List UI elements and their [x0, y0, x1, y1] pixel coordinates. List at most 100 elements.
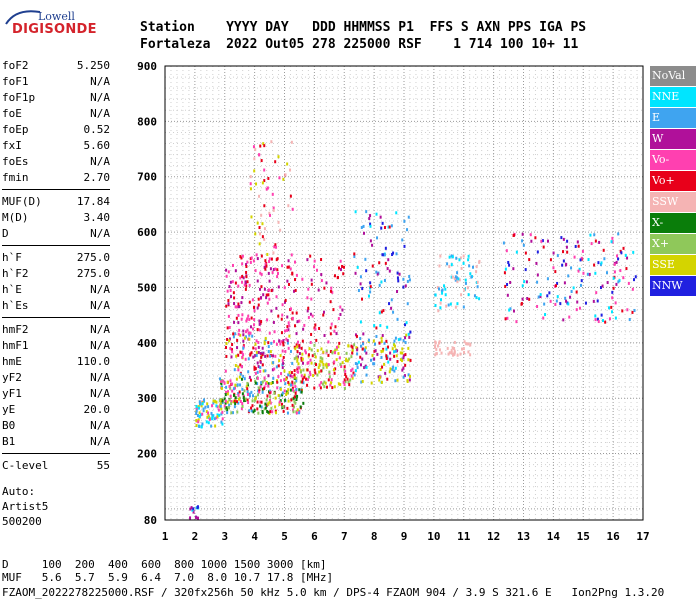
echo-point — [291, 311, 294, 315]
echo-point — [295, 343, 298, 347]
echo-point — [230, 295, 233, 299]
echo-point — [291, 388, 294, 392]
echo-point — [351, 367, 354, 371]
echo-point — [215, 400, 218, 404]
echo-point — [467, 350, 470, 354]
echo-point — [269, 350, 272, 354]
echo-point — [438, 340, 441, 344]
param-row: h`Es N/A — [2, 298, 110, 314]
echo-point — [268, 257, 271, 261]
echo-point — [257, 350, 260, 354]
echo-point — [263, 342, 266, 346]
echo-point — [256, 221, 259, 225]
echo-point — [202, 407, 205, 411]
echo-point — [313, 386, 316, 390]
echo-point — [556, 281, 559, 285]
echo-point — [341, 361, 344, 365]
echo-point — [506, 282, 509, 286]
echo-point — [504, 284, 507, 288]
echo-point — [196, 413, 199, 417]
echo-point — [469, 353, 472, 357]
echo-point — [294, 324, 297, 328]
echo-point — [270, 406, 273, 410]
echo-point — [380, 355, 383, 359]
echo-point — [256, 370, 259, 374]
echo-point — [530, 239, 533, 243]
echo-point — [631, 310, 634, 314]
echo-point — [614, 301, 617, 305]
echo-point — [323, 385, 326, 389]
echo-point — [307, 306, 310, 310]
echo-point — [226, 400, 229, 404]
echo-point — [369, 281, 372, 285]
echo-point — [437, 309, 440, 313]
echo-point — [401, 238, 404, 242]
echo-point — [406, 379, 409, 383]
echo-point — [314, 327, 317, 331]
echo-point — [224, 369, 227, 373]
echo-point — [401, 351, 404, 355]
echo-point — [290, 140, 293, 144]
echo-point — [446, 262, 449, 266]
echo-point — [247, 401, 250, 405]
echo-point — [246, 390, 249, 394]
echo-point — [407, 332, 410, 336]
echo-point — [450, 349, 453, 353]
echo-point — [267, 374, 270, 378]
echo-point — [269, 399, 272, 403]
echo-point — [256, 407, 259, 411]
echo-point — [456, 271, 459, 275]
echo-point — [238, 390, 241, 394]
echo-point — [259, 144, 262, 148]
divider — [2, 453, 110, 454]
echo-point — [260, 254, 263, 258]
echo-point — [597, 320, 600, 324]
echo-point — [303, 375, 306, 379]
echo-point — [337, 352, 340, 356]
legend-item-sse: SSE — [650, 255, 696, 275]
echo-point — [228, 285, 231, 289]
echo-point — [294, 401, 297, 405]
echo-point — [260, 400, 263, 404]
y-tick-label: 700 — [137, 171, 157, 184]
param-value: 2.70 — [83, 171, 111, 184]
echo-point — [259, 369, 262, 373]
y-tick-label: 900 — [137, 60, 157, 73]
echo-point — [254, 371, 257, 375]
param-row: C-level 55 — [2, 458, 110, 474]
echo-point — [291, 386, 294, 390]
echo-point — [380, 280, 383, 284]
echo-point — [243, 389, 246, 393]
echo-point — [320, 369, 323, 373]
echo-point — [334, 367, 337, 371]
echo-point — [241, 392, 244, 396]
echo-point — [207, 411, 210, 415]
echo-point — [393, 350, 396, 354]
y-tick-label: 400 — [137, 337, 157, 350]
echo-point — [556, 254, 559, 258]
echo-point — [329, 383, 332, 387]
echo-point — [368, 217, 371, 221]
echo-point — [260, 272, 263, 276]
echo-point — [567, 274, 570, 278]
echo-point — [212, 401, 215, 405]
echo-point — [402, 339, 405, 343]
echo-point — [600, 261, 603, 265]
echo-point — [202, 398, 205, 402]
echo-point — [289, 307, 292, 311]
echo-point — [290, 253, 293, 257]
echo-point — [219, 402, 222, 406]
echo-point — [403, 244, 406, 248]
echo-point — [282, 343, 285, 347]
echo-point — [245, 270, 248, 274]
echo-point — [306, 361, 309, 365]
echo-point — [451, 346, 454, 350]
echo-point — [231, 280, 234, 284]
echo-point — [325, 362, 328, 366]
echo-point — [233, 393, 236, 397]
echo-point — [199, 413, 202, 417]
echo-point — [325, 281, 328, 285]
echo-point — [343, 386, 346, 390]
echo-point — [288, 324, 291, 328]
echo-point — [329, 349, 332, 353]
